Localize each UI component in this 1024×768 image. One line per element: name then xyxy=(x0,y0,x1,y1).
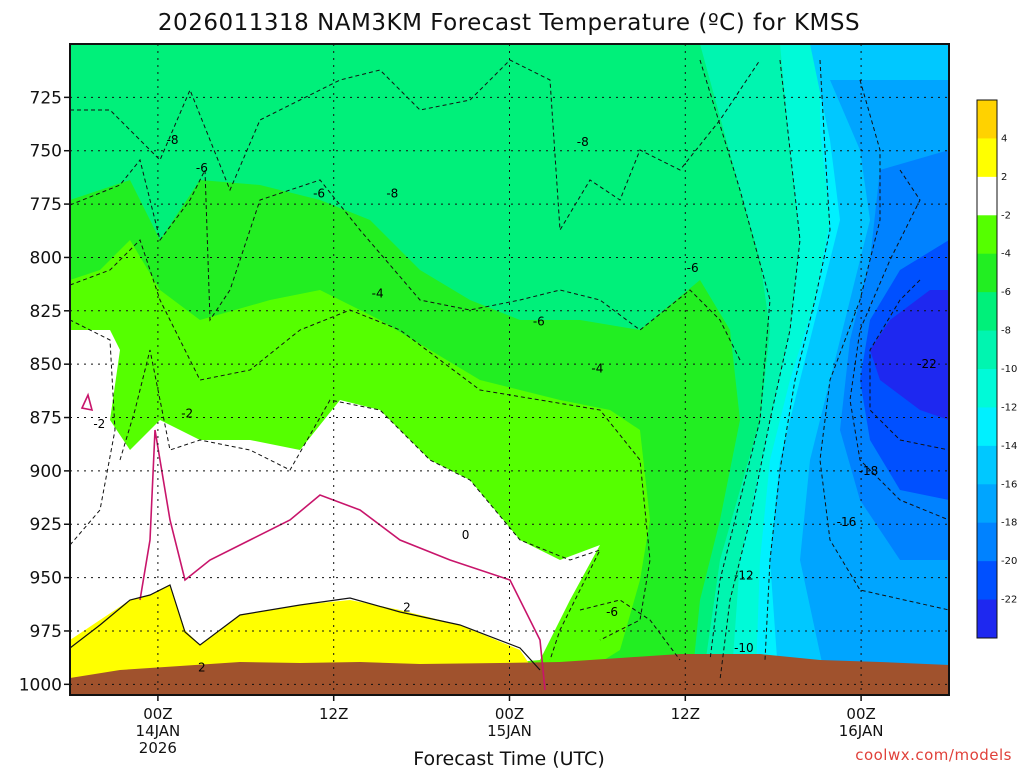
colorbar-label: -22 xyxy=(1001,595,1017,606)
contour-label: -6 xyxy=(313,186,325,200)
colorbar-label: 4 xyxy=(1001,133,1007,144)
colorbar-label: -6 xyxy=(1001,287,1011,298)
y-tick-label: 1000 xyxy=(19,675,62,695)
contour-label: -8 xyxy=(167,133,179,147)
colorbar: 4 2 -2 -4 -6 -8 -10 -12 -14 -16 -18 -20 -22 xyxy=(976,99,1017,639)
y-tick-label: 825 xyxy=(30,302,62,322)
contour-zero xyxy=(139,429,546,691)
colorbar-label: -18 xyxy=(1001,518,1017,529)
contour-label: -10 xyxy=(734,641,754,655)
y-tick-label: 900 xyxy=(30,462,62,482)
contour-label: -2 xyxy=(93,417,105,431)
watermark: coolwx.com/models xyxy=(855,746,1012,764)
contour-minus10 xyxy=(699,59,771,661)
x-tick-label: 14JAN xyxy=(136,722,181,740)
colorbar-label: 2 xyxy=(1001,172,1007,183)
colorbar-label: -14 xyxy=(1001,441,1017,452)
y-tick-label: 875 xyxy=(30,409,62,429)
contour-minus2 xyxy=(70,319,601,661)
colorbar-label: -2 xyxy=(1001,210,1011,221)
y-tick-label: 750 xyxy=(30,142,62,162)
contour-label: -22 xyxy=(917,357,937,371)
y-tick-label: 975 xyxy=(30,622,62,642)
contour-minus18 xyxy=(849,169,949,521)
temperature-field: -8 -6 -6 -8 -8 -4 -6 -6 -4 -2 -2 0 2 2 -6 -12 -10 -16 -18 -… xyxy=(70,44,949,695)
contour-label: -4 xyxy=(591,361,603,375)
contour-label: 2 xyxy=(198,660,206,674)
y-tick-label: 775 xyxy=(30,195,62,215)
contour-zero-small xyxy=(80,392,94,412)
contour-label: -4 xyxy=(372,287,384,301)
colorbar-swatch xyxy=(977,253,997,293)
y-tick-label: 800 xyxy=(30,248,62,268)
x-tick-label: 12Z xyxy=(671,705,700,723)
contour-minus6-lower xyxy=(579,599,681,661)
contour-label: -2 xyxy=(181,406,193,420)
x-tick-label: 00Z xyxy=(143,705,172,723)
contour-label: -6 xyxy=(687,261,699,275)
colorbar-label: -10 xyxy=(1001,364,1017,375)
colorbar-label: -4 xyxy=(1001,249,1011,260)
x-tick-label: 16JAN xyxy=(839,722,884,740)
x-tick-label: 12Z xyxy=(319,705,348,723)
contour-labels: -8 -6 -6 -8 -8 -4 -6 -6 -4 -2 -2 0 2 2 -6 -12 -10 -16 -18 -… xyxy=(93,133,937,674)
contour-label: -6 xyxy=(196,161,208,175)
contour-label: -12 xyxy=(734,568,754,582)
chart-title: 2026011318 NAM3KM Forecast Temperature (… xyxy=(158,10,860,36)
contour-minus16 xyxy=(819,79,949,611)
x-tick-label: 15JAN xyxy=(487,722,532,740)
contour-label: -6 xyxy=(606,605,618,619)
colorbar-swatch xyxy=(977,599,997,639)
contour-label: -6 xyxy=(533,314,545,328)
colorbar-swatch xyxy=(977,484,997,524)
colorbar-swatch xyxy=(977,522,997,562)
field-minus24 xyxy=(870,290,949,420)
contour-minus12 xyxy=(719,59,801,681)
contour-label: -8 xyxy=(386,186,398,200)
field-minus2 xyxy=(70,330,600,695)
contour-minus6-upper xyxy=(70,158,741,361)
colorbar-swatch xyxy=(977,330,997,370)
contour-label: -8 xyxy=(577,135,589,149)
contour-label: 0 xyxy=(462,528,470,542)
colorbar-swatch xyxy=(977,445,997,485)
y-tick-label: 725 xyxy=(30,88,62,108)
x-tick-label: 00Z xyxy=(495,705,524,723)
colorbar-swatch xyxy=(977,407,997,447)
colorbar-frame xyxy=(976,99,998,639)
colorbar-swatch xyxy=(977,215,997,255)
colorbar-label: -16 xyxy=(1001,479,1017,490)
y-tick-label: 925 xyxy=(30,515,62,535)
contour-minus8-upper xyxy=(70,59,761,232)
y-tick-label: 950 xyxy=(30,569,62,589)
contour-label: -16 xyxy=(837,515,857,529)
contour-label: -18 xyxy=(859,464,879,478)
colorbar-label: -8 xyxy=(1001,326,1011,337)
colorbar-swatch xyxy=(977,561,997,601)
y-tick-label: 850 xyxy=(30,355,62,375)
contour-minus14 xyxy=(764,59,831,661)
contour-plus2 xyxy=(70,584,541,671)
colorbar-swatch xyxy=(977,369,997,408)
y-axis: 725 750 775 800 825 850 875 900 925 950 975 1000 xyxy=(19,88,70,695)
colorbar-swatch xyxy=(977,292,997,332)
x-axis-title: Forecast Time (UTC) xyxy=(413,748,604,768)
x-tick-label: 2026 xyxy=(139,739,177,757)
colorbar-label: -20 xyxy=(1001,556,1017,567)
x-tick-label: 00Z xyxy=(846,705,875,723)
colorbar-swatch xyxy=(977,176,997,216)
colorbar-label: -12 xyxy=(1001,402,1017,413)
contour-label: 2 xyxy=(403,600,411,614)
colorbar-swatch xyxy=(977,138,997,178)
contour-minus20 xyxy=(869,279,949,451)
contour-minus4 xyxy=(70,239,651,641)
colorbar-swatch xyxy=(977,100,997,139)
